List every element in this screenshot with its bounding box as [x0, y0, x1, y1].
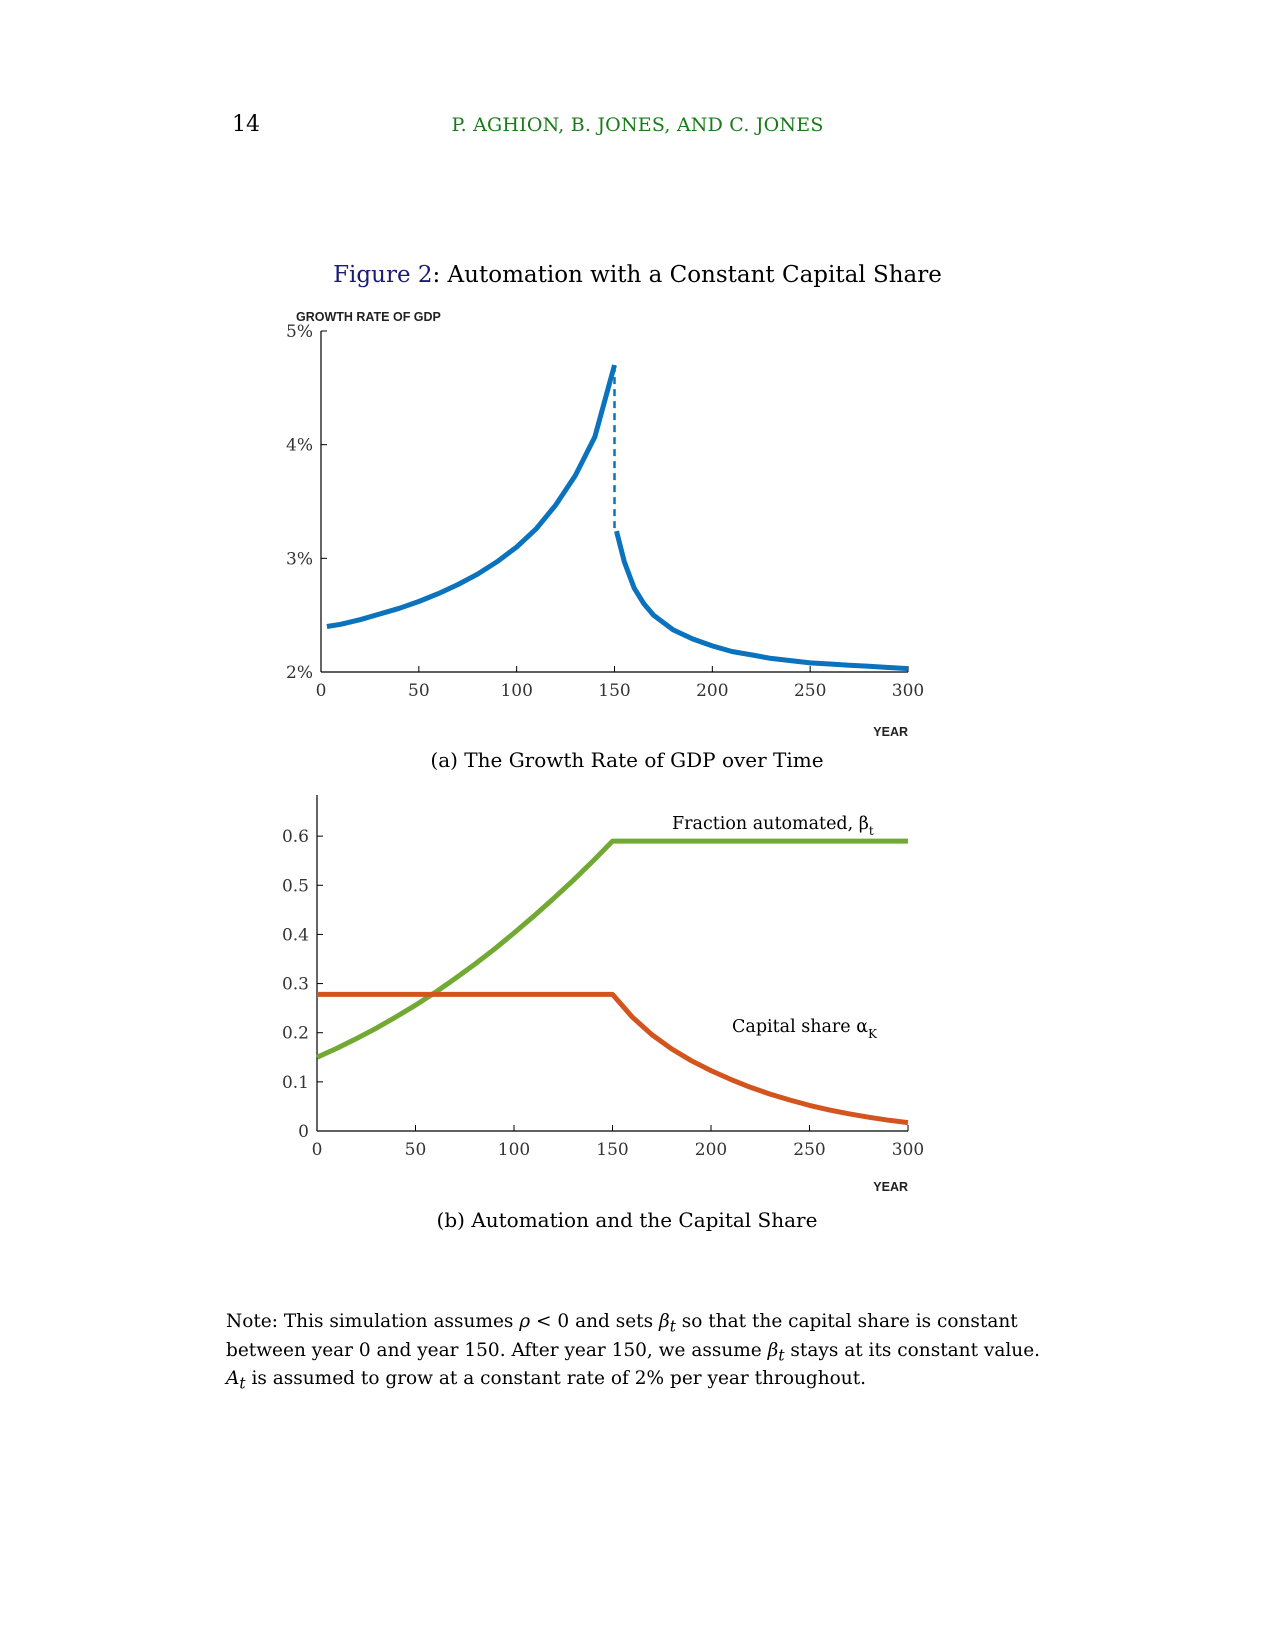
a-y-tick-label: 4% [286, 436, 313, 456]
a-y-tick-label: 5% [286, 322, 313, 342]
note-text-2: < 0 and sets [530, 1311, 659, 1332]
figure-title: Figure 2: Automation with a Constant Cap… [0, 262, 1275, 288]
note-a: A [226, 1368, 240, 1390]
note-text-1: Note: This simulation assumes [226, 1311, 520, 1332]
b-y-tick-label: 0.5 [282, 876, 309, 896]
running-head: P. AGHION, B. JONES, AND C. JONES [451, 114, 824, 136]
chart-b-series [315, 838, 909, 1126]
a-x-tick-label: 300 [892, 681, 924, 701]
b-y-tick-label: 0 [298, 1122, 309, 1142]
a-x-tick-label: 0 [316, 681, 327, 701]
chart-a-caption: (a) The Growth Rate of GDP over Time [430, 748, 823, 770]
a-y-tick-label: 3% [286, 549, 313, 569]
chart-a-ticks: 0 50 100 150 200 250 300 2% 3% 4% 5% [286, 322, 924, 701]
b-y-tick-label: 0.7 [282, 795, 309, 798]
b-x-tick-label: 50 [405, 1140, 427, 1160]
b-y-tick-label: 0.2 [282, 1024, 309, 1044]
note-a-sub: t [239, 1375, 246, 1394]
b-y-tick-label: 0.6 [282, 827, 309, 847]
b-x-tick-label: 250 [793, 1140, 825, 1160]
chart-automation-capital-share: 0 50 100 150 200 250 300 0 0.1 0.2 0.3 0.4 0.5 0.6 0.7… [282, 795, 924, 1232]
legend-fraction-automated: Fraction automated, βt [672, 814, 874, 838]
note-beta-2-sub: t [778, 1346, 785, 1365]
a-series-line-0 [326, 364, 617, 629]
b-series-line-1 [317, 991, 909, 1126]
a-x-tick-label: 50 [408, 681, 430, 701]
a-x-tick-label: 200 [696, 681, 728, 701]
figure-title-text: : Automation with a Constant Capital Sha… [432, 262, 942, 288]
chart-b-axes [316, 795, 908, 1132]
note-beta-1: β [659, 1311, 670, 1332]
chart-a-series [326, 364, 909, 672]
a-x-tick-label: 150 [598, 681, 630, 701]
b-x-tick-label: 100 [498, 1140, 530, 1160]
b-x-tick-label: 300 [892, 1140, 924, 1160]
b-x-tick-label: 150 [596, 1140, 628, 1160]
note-beta-2: β [767, 1339, 779, 1361]
b-series-line-0 [315, 838, 908, 1060]
b-x-tick-label: 0 [312, 1140, 323, 1160]
legend-capital-share: Capital share αK [732, 1017, 878, 1041]
a-x-tick-label: 100 [500, 681, 532, 701]
page-number: 14 [232, 112, 260, 137]
b-x-tick-label: 200 [695, 1140, 727, 1160]
figure-note: Note: This simulation assumes ρ < 0 and … [226, 1310, 1056, 1396]
a-y-tick-label: 2% [286, 663, 313, 683]
chart-b-caption: (b) Automation and the Capital Share [437, 1208, 818, 1232]
chart-b-ticks: 0 50 100 150 200 250 300 0 0.1 0.2 0.3 0.4 0.5 0.6 0.7 [282, 795, 924, 1160]
legend-fraction-automated-sub: t [869, 824, 874, 838]
note-text-4: stays at its constant value. [784, 1339, 1041, 1361]
note-rho: ρ [519, 1311, 531, 1332]
figure-ref-link[interactable]: Figure 2 [333, 262, 433, 288]
a-series-line-1 [614, 530, 909, 672]
note-beta-1-sub: t [669, 1317, 676, 1336]
chart-a-ylabel: GROWTH RATE OF GDP [296, 310, 441, 324]
b-y-tick-label: 0.1 [282, 1073, 309, 1093]
legend-capital-share-sub: K [868, 1027, 878, 1041]
b-y-tick-label: 0.4 [282, 925, 309, 945]
b-y-tick-label: 0.3 [282, 975, 309, 995]
chart-b-xlabel: YEAR [873, 1180, 908, 1194]
legend-capital-share-text: Capital share α [732, 1017, 868, 1037]
legend-fraction-automated-text: Fraction automated, β [672, 814, 869, 834]
chart-gdp-growth: 0 50 100 150 200 250 300 2% 3% 4% 5% GROWTH RATE O… [286, 310, 924, 770]
chart-a-xlabel: YEAR [873, 725, 908, 739]
note-text-3: so that the capital share is constant be… [226, 1311, 1018, 1361]
a-x-tick-label: 250 [794, 681, 826, 701]
note-text-5: is assumed to grow at a constant rate of… [245, 1368, 867, 1390]
